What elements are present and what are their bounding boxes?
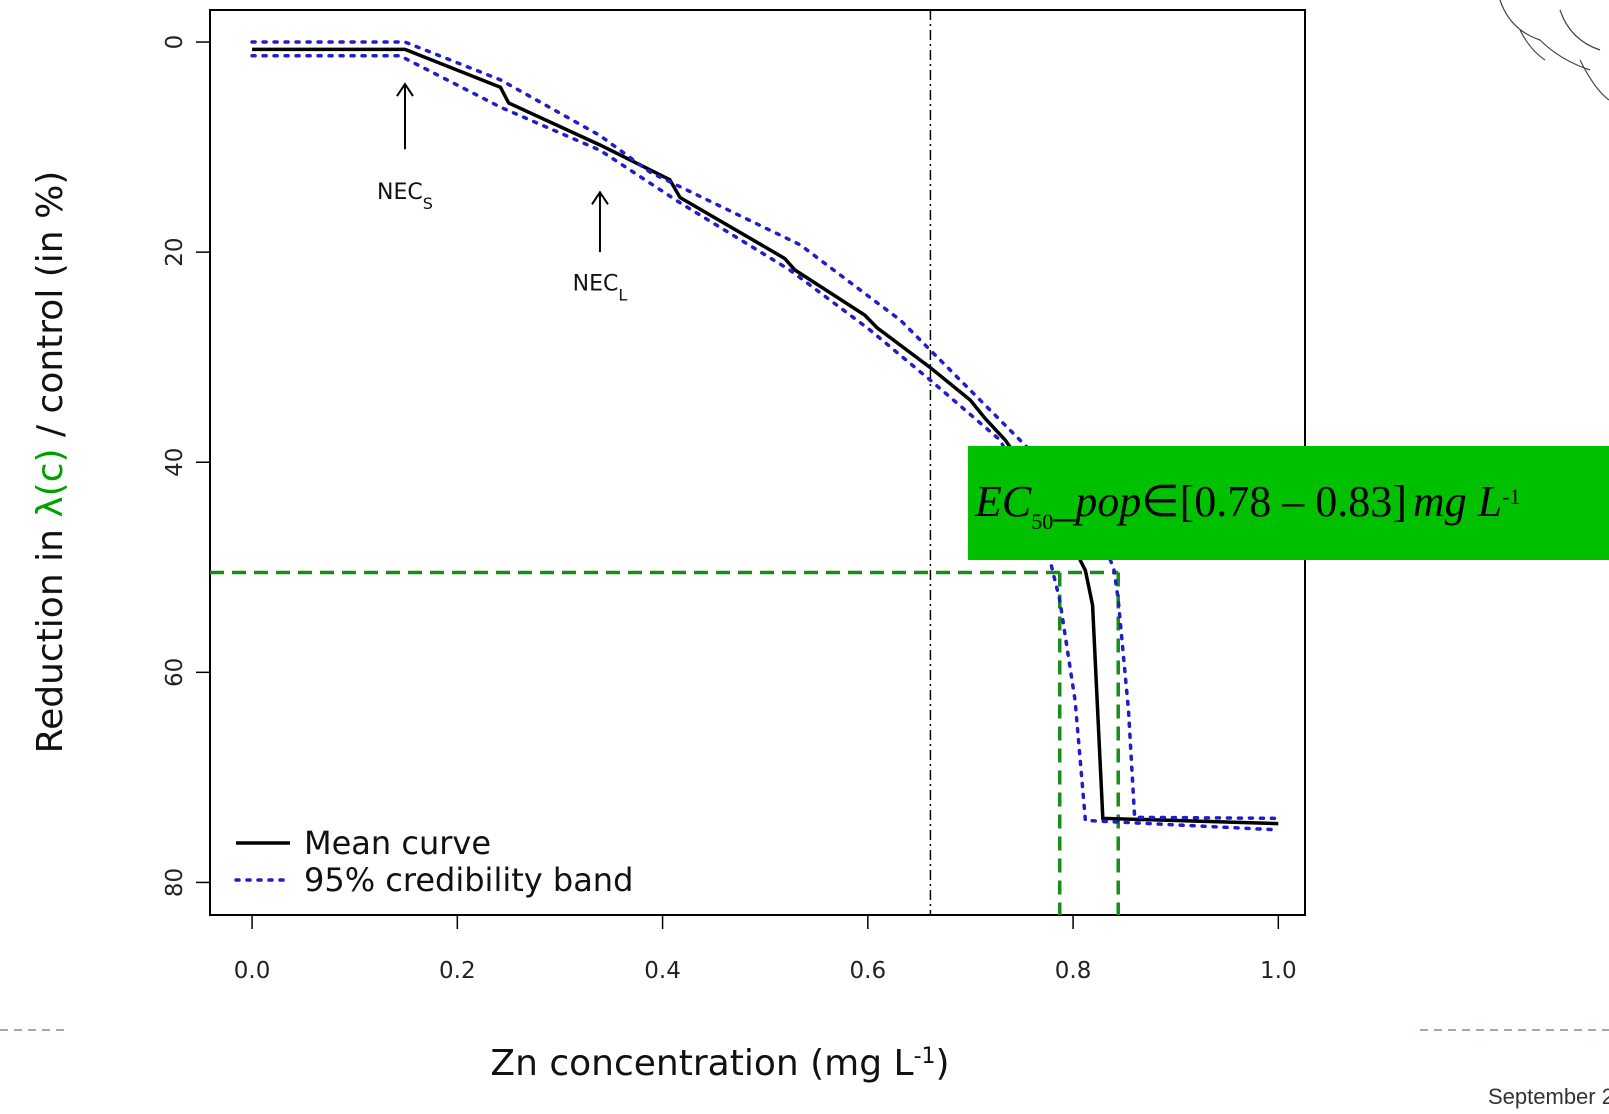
legend-label: 95% credibility band <box>304 861 633 899</box>
x-tick-label: 0.2 <box>439 958 476 984</box>
annotation-label: NECL <box>573 272 628 305</box>
y-axis-label-part: Reduction in <box>30 518 71 754</box>
band-upper <box>250 40 1281 821</box>
x-tick-label: 0.6 <box>850 958 887 984</box>
ec50-text-part: EC <box>974 477 1032 526</box>
x-axis-label-part: Zn concentration (mg L <box>490 1043 913 1084</box>
y-tick-label: 60 <box>162 658 188 687</box>
y-tick-label: 20 <box>162 237 188 266</box>
ec50-text-part: ∈ <box>1141 477 1179 526</box>
ec50-text-part: [0.78 – 0.83] <box>1180 477 1407 526</box>
y-axis-label: Reduction in λ(c) / control (in %) <box>30 171 71 754</box>
annotation-text: NEC <box>573 272 619 297</box>
x-axis-label-part: -1 <box>914 1044 936 1069</box>
x-tick-label: 0.0 <box>234 958 271 984</box>
band-lower <box>250 53 1281 832</box>
footer-date: September 28, 2010 <box>1488 1084 1609 1109</box>
mean-line <box>252 47 1279 826</box>
annotation-text: NEC <box>377 180 423 205</box>
ec50-box <box>968 446 1609 560</box>
x-axis-label: Zn concentration (mg L-1) <box>490 1043 949 1084</box>
annotation-sub: L <box>618 285 627 304</box>
ec50-text: EC50_pop∈[0.78 – 0.83] mg L-1 <box>974 477 1520 534</box>
y-tick-label: 40 <box>162 448 188 477</box>
ec50-text-part: _pop <box>1052 477 1141 526</box>
decoration <box>1499 0 1609 101</box>
arrow-head <box>591 190 609 205</box>
legend-label: Mean curve <box>304 824 491 862</box>
ec50-text-part: mg L <box>1413 477 1502 526</box>
ec50-text-part: 50 <box>1031 509 1053 534</box>
y-axis-label-part: λ(c) <box>30 448 71 517</box>
x-tick-label: 0.4 <box>644 958 681 984</box>
ec50-text-part: -1 <box>1502 484 1520 509</box>
x-axis-label-part: ) <box>936 1043 950 1084</box>
y-tick-label: 0 <box>162 35 188 50</box>
x-tick-label: 1.0 <box>1260 958 1297 984</box>
annotation-sub: S <box>423 194 433 213</box>
annotation-label: NECS <box>377 180 433 213</box>
y-tick-label: 80 <box>162 868 188 897</box>
x-tick-label: 0.8 <box>1055 958 1092 984</box>
y-axis-label-part: / control (in %) <box>30 171 71 449</box>
arrow-head <box>396 82 414 97</box>
